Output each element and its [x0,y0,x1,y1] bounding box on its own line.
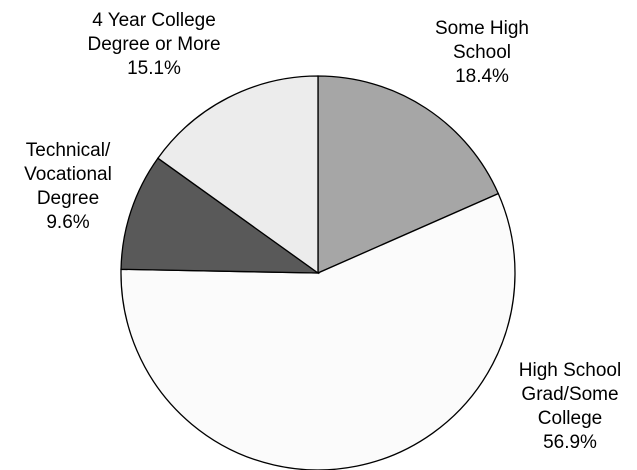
slice-label: Technical/Vocational Degree 9.6% [24,140,112,233]
slice-label: Some High School 18.4% [435,18,529,87]
slice-label: 4 Year College Degree or More 15.1% [87,10,220,79]
pie-slice [120,157,321,274]
pie-slice [120,192,516,470]
slice-label: High School Grad/Some College 56.9% [519,360,621,453]
pie-slice [317,75,500,274]
pie-slice [156,75,319,275]
